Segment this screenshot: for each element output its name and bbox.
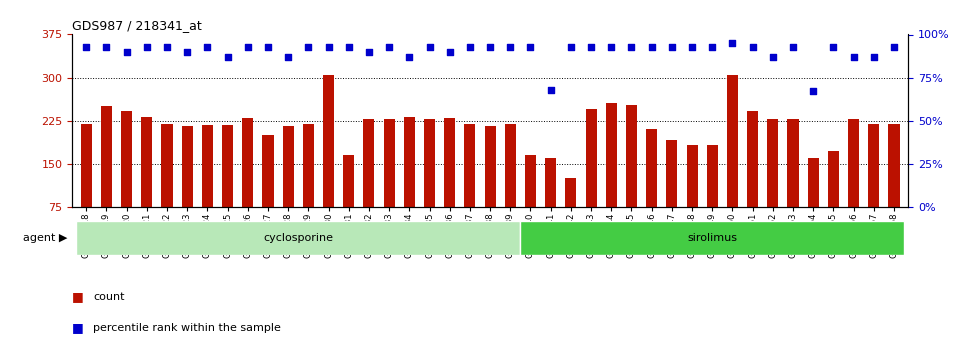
Bar bbox=[505, 124, 516, 207]
Bar bbox=[161, 124, 173, 207]
Point bbox=[563, 44, 579, 49]
Bar bbox=[363, 119, 375, 207]
Point bbox=[462, 44, 478, 49]
Bar bbox=[424, 119, 435, 207]
Point bbox=[583, 44, 599, 49]
Point bbox=[866, 54, 881, 60]
Point bbox=[422, 44, 437, 49]
Bar bbox=[323, 75, 334, 207]
Bar bbox=[666, 140, 678, 207]
Bar bbox=[81, 124, 91, 207]
Point bbox=[119, 49, 135, 55]
Bar bbox=[101, 106, 112, 207]
Bar bbox=[141, 117, 153, 207]
Text: cyclosporine: cyclosporine bbox=[263, 233, 333, 243]
Bar bbox=[242, 118, 254, 207]
Bar bbox=[303, 124, 314, 207]
Point bbox=[160, 44, 175, 49]
Text: percentile rank within the sample: percentile rank within the sample bbox=[93, 323, 281, 333]
Point bbox=[825, 44, 841, 49]
Bar bbox=[121, 111, 133, 207]
Bar bbox=[686, 146, 698, 207]
Point bbox=[442, 49, 457, 55]
Point bbox=[341, 44, 357, 49]
Text: ■: ■ bbox=[72, 321, 84, 334]
Bar bbox=[283, 127, 294, 207]
Point bbox=[543, 87, 558, 92]
Point bbox=[704, 44, 720, 49]
Bar bbox=[383, 119, 395, 207]
Point bbox=[624, 44, 639, 49]
Point bbox=[382, 44, 397, 49]
Bar bbox=[585, 109, 597, 207]
Text: sirolimus: sirolimus bbox=[687, 233, 737, 243]
Bar bbox=[521, 221, 904, 255]
Point bbox=[644, 44, 659, 49]
Point bbox=[684, 44, 700, 49]
Bar bbox=[525, 155, 536, 207]
Bar bbox=[747, 111, 758, 207]
Point bbox=[664, 44, 679, 49]
Bar bbox=[464, 124, 476, 207]
Point bbox=[99, 44, 114, 49]
Point bbox=[765, 54, 780, 60]
Bar bbox=[868, 124, 879, 207]
Point bbox=[139, 44, 155, 49]
Bar bbox=[545, 158, 556, 207]
Bar bbox=[565, 178, 577, 207]
Point bbox=[886, 44, 901, 49]
Bar bbox=[767, 119, 778, 207]
Point bbox=[301, 44, 316, 49]
Bar bbox=[222, 125, 234, 207]
Point bbox=[523, 44, 538, 49]
Point bbox=[805, 89, 821, 94]
Bar bbox=[182, 127, 193, 207]
Bar bbox=[706, 146, 718, 207]
Text: count: count bbox=[93, 292, 125, 302]
Bar bbox=[605, 104, 617, 207]
Bar bbox=[444, 118, 456, 207]
Point bbox=[79, 44, 94, 49]
Bar bbox=[262, 135, 274, 207]
Text: agent ▶: agent ▶ bbox=[23, 233, 67, 243]
Bar bbox=[848, 119, 859, 207]
Point bbox=[503, 44, 518, 49]
Point bbox=[745, 44, 760, 49]
Point bbox=[321, 44, 336, 49]
Point bbox=[482, 44, 498, 49]
Bar bbox=[484, 127, 496, 207]
Bar bbox=[202, 125, 213, 207]
Point bbox=[281, 54, 296, 60]
Bar bbox=[646, 129, 657, 207]
Bar bbox=[727, 75, 738, 207]
Point bbox=[200, 44, 215, 49]
Point bbox=[846, 54, 861, 60]
Point bbox=[220, 54, 235, 60]
Point bbox=[180, 49, 195, 55]
Text: GDS987 / 218341_at: GDS987 / 218341_at bbox=[72, 19, 202, 32]
Bar bbox=[827, 151, 839, 207]
Bar bbox=[807, 158, 819, 207]
Bar bbox=[889, 124, 899, 207]
Point bbox=[260, 44, 276, 49]
Point bbox=[604, 44, 619, 49]
Point bbox=[725, 40, 740, 46]
Point bbox=[402, 54, 417, 60]
Bar bbox=[343, 155, 355, 207]
Point bbox=[361, 49, 377, 55]
Text: ■: ■ bbox=[72, 290, 84, 303]
Bar bbox=[404, 117, 415, 207]
Bar bbox=[76, 221, 521, 255]
Bar bbox=[626, 105, 637, 207]
Point bbox=[240, 44, 256, 49]
Point bbox=[785, 44, 801, 49]
Bar bbox=[787, 119, 799, 207]
